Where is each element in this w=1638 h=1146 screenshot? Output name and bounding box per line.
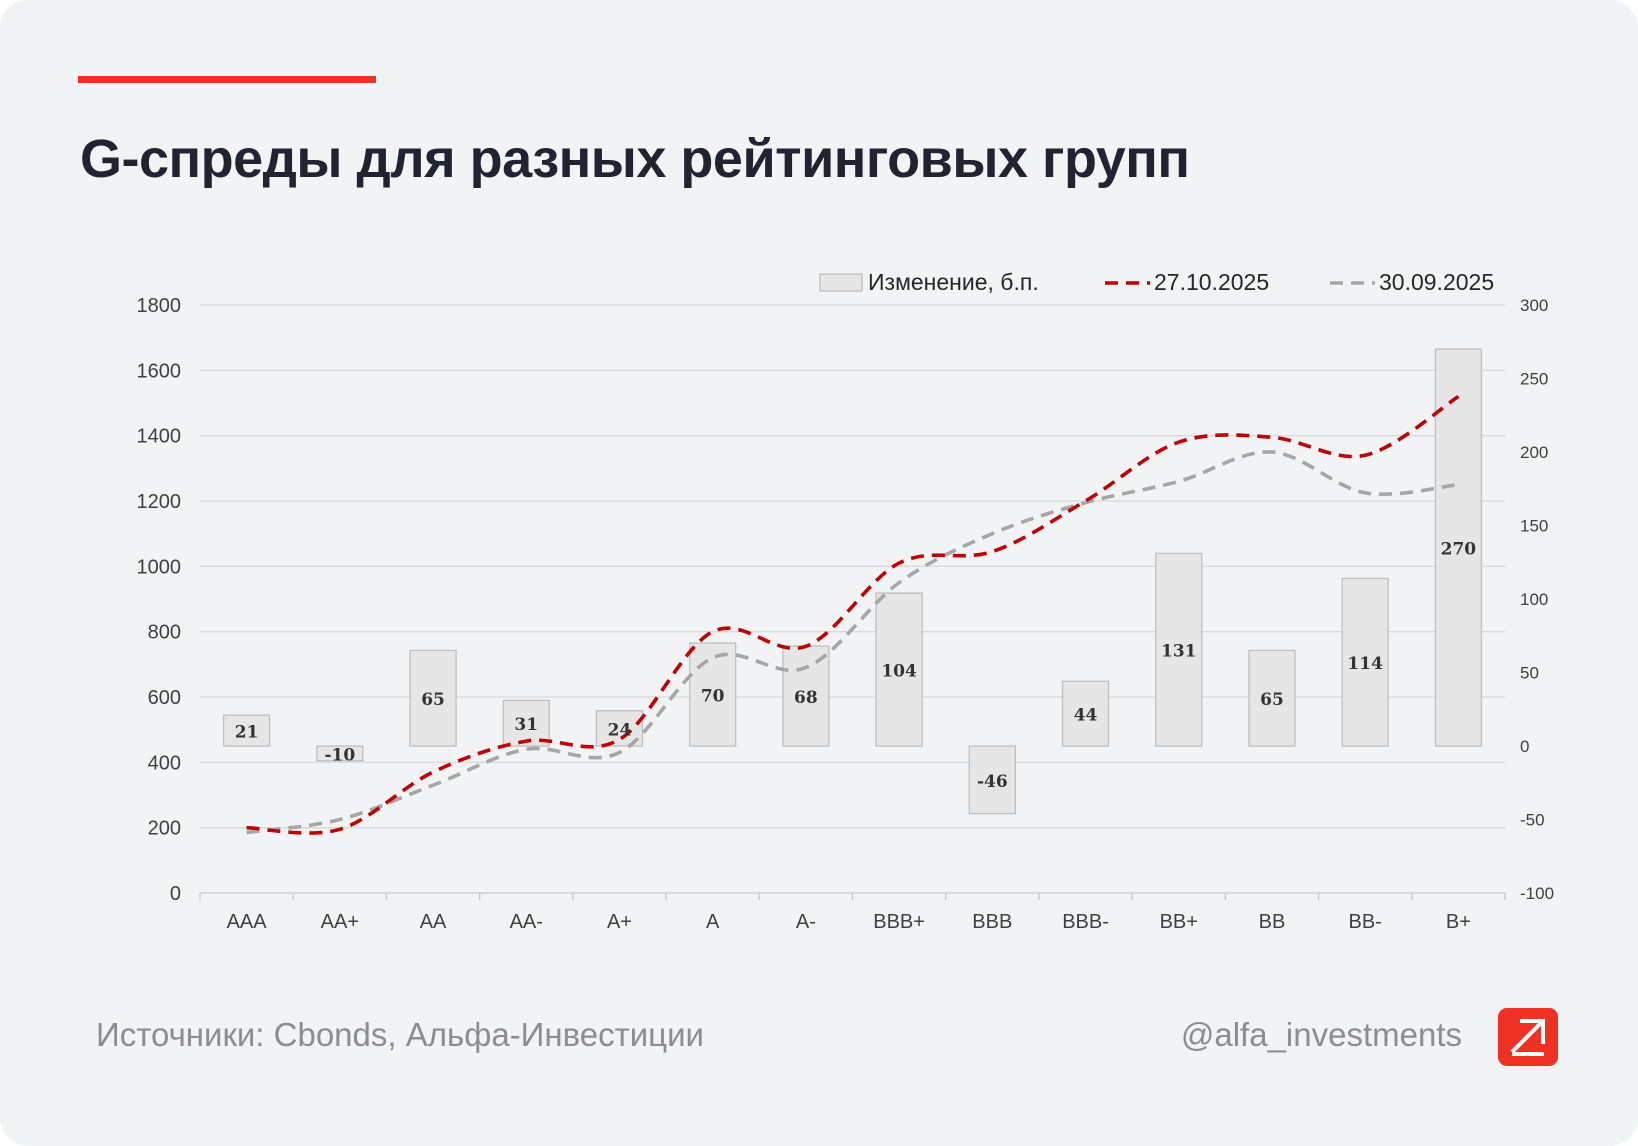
legend-label-27-10-2025: 27.10.2025 — [1154, 269, 1269, 295]
bar — [1155, 552, 1203, 747]
y-left-tick-label: 200 — [148, 818, 181, 840]
x-tick-label: BBB+ — [873, 911, 925, 933]
x-tick-label: A- — [796, 911, 816, 933]
sources-note: Источники: Cbonds, Альфа-Инвестиции — [96, 1016, 704, 1053]
y-left-tick-label: 400 — [148, 752, 181, 774]
x-tick-label: A+ — [607, 911, 632, 933]
bar — [316, 745, 364, 762]
page-title: G-спреды для разных рейтинговых групп — [80, 129, 1190, 189]
series-line-27-10-2025 — [246, 394, 1460, 835]
bar-data-label: 65 — [421, 690, 445, 710]
bar-data-label: 68 — [794, 688, 818, 708]
x-tick-label: B+ — [1446, 911, 1471, 933]
bar-data-label: 270 — [1441, 540, 1477, 560]
x-tick-label: AA- — [510, 911, 543, 933]
x-tick-label: BB+ — [1160, 911, 1198, 933]
y-left-tick-label: 1200 — [137, 491, 182, 513]
x-tick-label: BBB- — [1062, 911, 1109, 933]
x-tick-label: BB — [1259, 911, 1286, 933]
bar-data-label: -46 — [977, 772, 1008, 792]
y-left-tick-label: 800 — [148, 622, 181, 644]
bar-data-label: 31 — [514, 715, 538, 735]
social-handle[interactable]: @alfa_investments — [1180, 1016, 1462, 1053]
bar — [502, 699, 550, 747]
legend-label-30-09-2025: 30.09.2025 — [1379, 269, 1494, 295]
bar — [968, 745, 1016, 815]
y-right-tick-label: 0 — [1520, 737, 1529, 756]
bar — [1061, 680, 1110, 747]
y-right-tick-label: 300 — [1520, 296, 1548, 315]
bar-data-label: 114 — [1347, 654, 1383, 674]
y-left-tick-label: 1000 — [137, 556, 182, 578]
bar — [1434, 348, 1483, 747]
y-right-tick-label: 100 — [1520, 590, 1548, 609]
bar-data-label: 24 — [608, 720, 632, 740]
y-right-tick-label: 250 — [1520, 370, 1548, 389]
bar — [1248, 649, 1296, 747]
bar-data-label: 70 — [701, 687, 725, 707]
series-line-30-09-2025 — [246, 450, 1459, 835]
y-right-tick-label: 50 — [1520, 664, 1539, 683]
y-left-tick-label: 0 — [170, 883, 181, 905]
bar — [782, 645, 830, 747]
x-tick-label: A — [706, 911, 720, 933]
bar-data-label: -10 — [324, 745, 355, 765]
bar-data-label: 131 — [1161, 642, 1197, 662]
bar-data-label: 21 — [235, 723, 259, 743]
y-left-tick-label: 1800 — [137, 295, 182, 317]
y-left-tick-label: 1600 — [137, 360, 182, 382]
bar — [1341, 577, 1389, 747]
x-tick-label: AA+ — [321, 911, 359, 933]
y-right-tick-label: 150 — [1520, 517, 1548, 536]
bar — [689, 642, 737, 747]
x-tick-label: BBB — [972, 911, 1012, 933]
bar — [409, 649, 457, 747]
bar — [222, 714, 271, 747]
y-right-tick-label: -50 — [1520, 811, 1545, 830]
y-right-tick-label: -100 — [1520, 884, 1554, 903]
bar — [875, 592, 923, 747]
x-tick-label: AA — [420, 911, 447, 933]
accent-bar — [78, 76, 376, 83]
x-tick-label: AAA — [227, 911, 268, 933]
x-tick-label: BB- — [1349, 911, 1382, 933]
legend-swatch-change — [819, 273, 863, 292]
y-left-tick-label: 1400 — [137, 426, 182, 448]
bar-data-label: 104 — [881, 662, 917, 682]
y-right-tick-label: 200 — [1520, 443, 1548, 462]
bar-data-label: 44 — [1074, 706, 1098, 726]
alfa-arrow-icon — [1498, 1008, 1558, 1066]
legend-label-change: Изменение, б.п. — [868, 269, 1039, 295]
y-left-tick-label: 600 — [148, 687, 181, 709]
bar-data-label: 65 — [1260, 690, 1284, 710]
